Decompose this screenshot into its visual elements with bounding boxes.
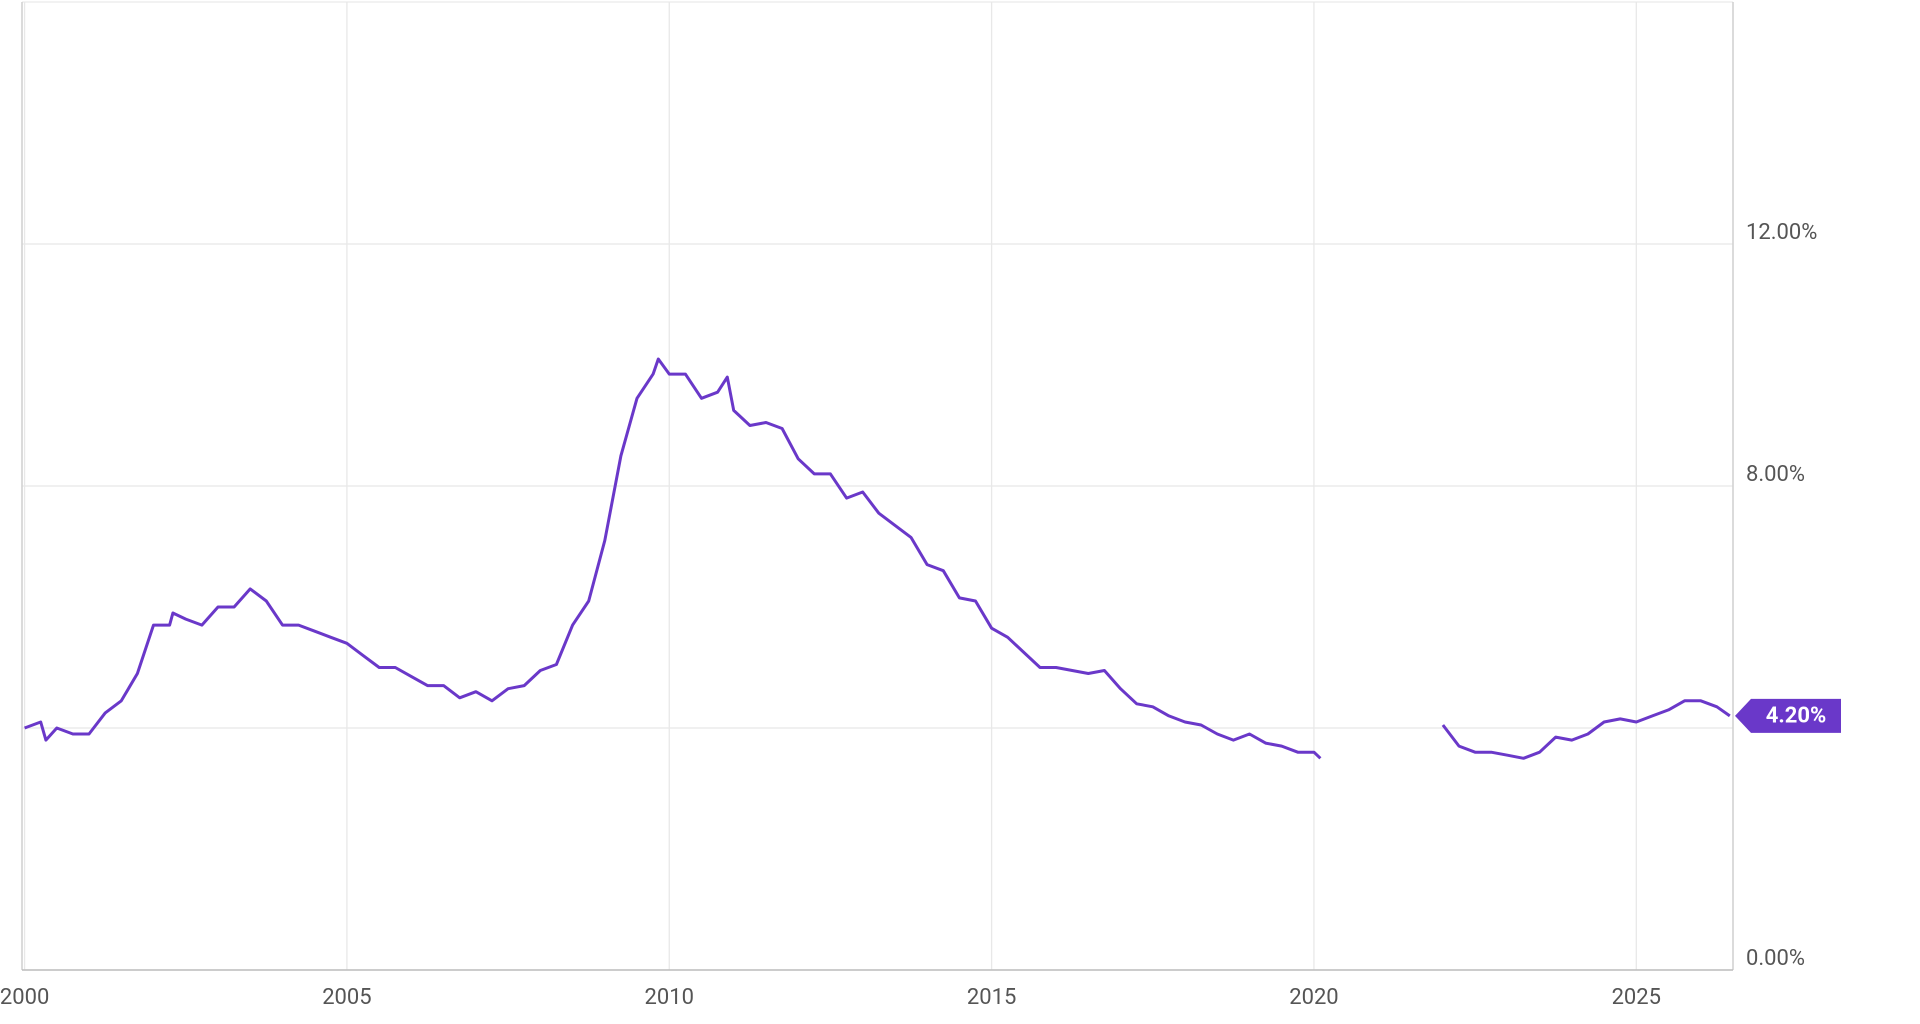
x-tick-label: 2010 <box>645 985 694 1010</box>
data-line <box>24 357 1731 760</box>
x-tick-label: 2020 <box>1289 985 1338 1010</box>
last-value-badge <box>1735 698 1841 733</box>
x-tick-label: 2025 <box>1612 985 1661 1010</box>
y-tick-label: 0.00% <box>1746 946 1805 971</box>
y-tick-label: 8.00% <box>1746 462 1805 487</box>
y-tick-label: 12.00% <box>1746 220 1817 245</box>
x-tick-label: 2000 <box>0 985 49 1010</box>
x-tick-label: 2015 <box>967 985 1016 1010</box>
last-value-label: 4.20% <box>1766 704 1827 729</box>
x-tick-label: 2005 <box>322 985 371 1010</box>
